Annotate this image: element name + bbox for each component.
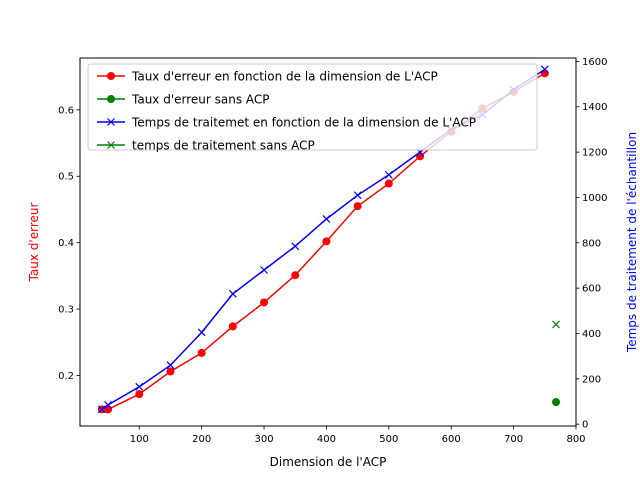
data-point-stroke bbox=[104, 400, 112, 409]
data-point bbox=[552, 398, 561, 407]
data-point bbox=[104, 400, 112, 409]
legend-entry: Taux d'erreur en fonction de la dimensio… bbox=[97, 70, 438, 84]
data-point bbox=[540, 65, 549, 74]
data-point bbox=[197, 328, 206, 337]
data-point bbox=[384, 179, 393, 188]
legend-entry: Taux d'erreur sans ACP bbox=[97, 93, 270, 107]
data-point bbox=[353, 202, 362, 211]
legend-marker bbox=[107, 118, 115, 126]
y-left-tick-label: 0.2 bbox=[58, 371, 74, 382]
y-right-tick-label: 0 bbox=[582, 420, 588, 431]
y-left-tick-label: 0.6 bbox=[58, 105, 74, 116]
series-1 bbox=[552, 398, 561, 407]
x-tick-label: 400 bbox=[317, 434, 336, 445]
axis-layer: 100 200 300 400 500 600 700 800 0.2 0.3 0.4 0.5 0.6 0… bbox=[58, 57, 607, 445]
y-axis-right-label: Temps de traitement de l'échantillon bbox=[625, 132, 639, 353]
legend-label: temps de traitement sans ACP bbox=[132, 139, 315, 153]
data-point-stroke bbox=[260, 266, 268, 274]
data-point-stroke bbox=[228, 289, 237, 298]
data-point-stroke bbox=[166, 361, 175, 370]
data-point-stroke bbox=[135, 382, 144, 391]
data-point bbox=[552, 320, 560, 329]
x-tick-label: 500 bbox=[379, 434, 398, 445]
legend-box bbox=[87, 63, 538, 151]
x-axis-label: Dimension de l'ACP bbox=[270, 455, 387, 469]
data-point bbox=[291, 242, 300, 251]
legend-label: Temps de traitemet en fonction de la dim… bbox=[131, 116, 476, 130]
y-left-tick-label: 0.5 bbox=[58, 172, 74, 183]
y-right-tick-label: 400 bbox=[582, 329, 601, 340]
legend-entry: temps de traitement sans ACP bbox=[97, 139, 315, 153]
y-right-tick-label: 800 bbox=[582, 238, 601, 249]
data-point bbox=[322, 215, 331, 223]
y-right-tick-label: 1600 bbox=[582, 57, 607, 68]
data-point-stroke bbox=[384, 170, 393, 179]
legend-marker-stroke bbox=[107, 141, 115, 149]
data-point-stroke bbox=[291, 242, 300, 251]
legend-label: Taux d'erreur en fonction de la dimensio… bbox=[131, 70, 438, 84]
y-left-tick-label: 0.4 bbox=[58, 238, 74, 249]
y-right-tick-label: 600 bbox=[582, 284, 601, 295]
y-right-tick-label: 1200 bbox=[582, 148, 607, 159]
y-right-tick-label: 200 bbox=[582, 374, 601, 385]
data-point bbox=[197, 348, 206, 357]
x-tick-label: 700 bbox=[504, 434, 523, 445]
y-axis-left-label: Taux d'erreur bbox=[27, 203, 41, 283]
legend-marker bbox=[107, 72, 115, 80]
data-point-stroke bbox=[353, 191, 362, 200]
data-point bbox=[260, 266, 268, 274]
x-tick-label: 200 bbox=[192, 434, 211, 445]
data-point bbox=[353, 191, 362, 200]
data-point-stroke bbox=[197, 328, 206, 337]
data-point bbox=[228, 322, 237, 331]
series-3 bbox=[552, 320, 560, 329]
legend-marker bbox=[107, 141, 115, 149]
legend-marker bbox=[107, 95, 115, 103]
legend: Taux d'erreur en fonction de la dimensio… bbox=[87, 63, 538, 153]
data-point bbox=[166, 361, 175, 370]
x-tick-label: 800 bbox=[566, 434, 585, 445]
data-point bbox=[97, 405, 106, 414]
legend-marker-stroke bbox=[107, 118, 115, 126]
x-tick-label: 300 bbox=[255, 434, 274, 445]
y-right-tick-label: 1000 bbox=[582, 193, 607, 204]
data-point-stroke bbox=[540, 65, 549, 74]
data-point bbox=[166, 367, 175, 376]
data-point bbox=[135, 390, 144, 399]
plot-frame bbox=[79, 57, 577, 427]
data-point bbox=[384, 170, 393, 179]
data-point bbox=[322, 237, 331, 246]
data-point-stroke bbox=[322, 215, 331, 223]
y-right-tick-label: 1400 bbox=[582, 102, 607, 113]
data-point bbox=[260, 298, 269, 307]
legend-label: Taux d'erreur sans ACP bbox=[131, 93, 270, 107]
data-point bbox=[135, 382, 144, 391]
data-point-stroke bbox=[97, 405, 106, 414]
data-point bbox=[291, 271, 300, 280]
legend-entry: Temps de traitemet en fonction de la dim… bbox=[97, 116, 476, 130]
data-point-stroke bbox=[552, 320, 560, 329]
x-tick-label: 600 bbox=[442, 434, 461, 445]
data-point bbox=[228, 289, 237, 298]
y-left-tick-label: 0.3 bbox=[58, 305, 74, 316]
x-tick-label: 100 bbox=[130, 434, 149, 445]
